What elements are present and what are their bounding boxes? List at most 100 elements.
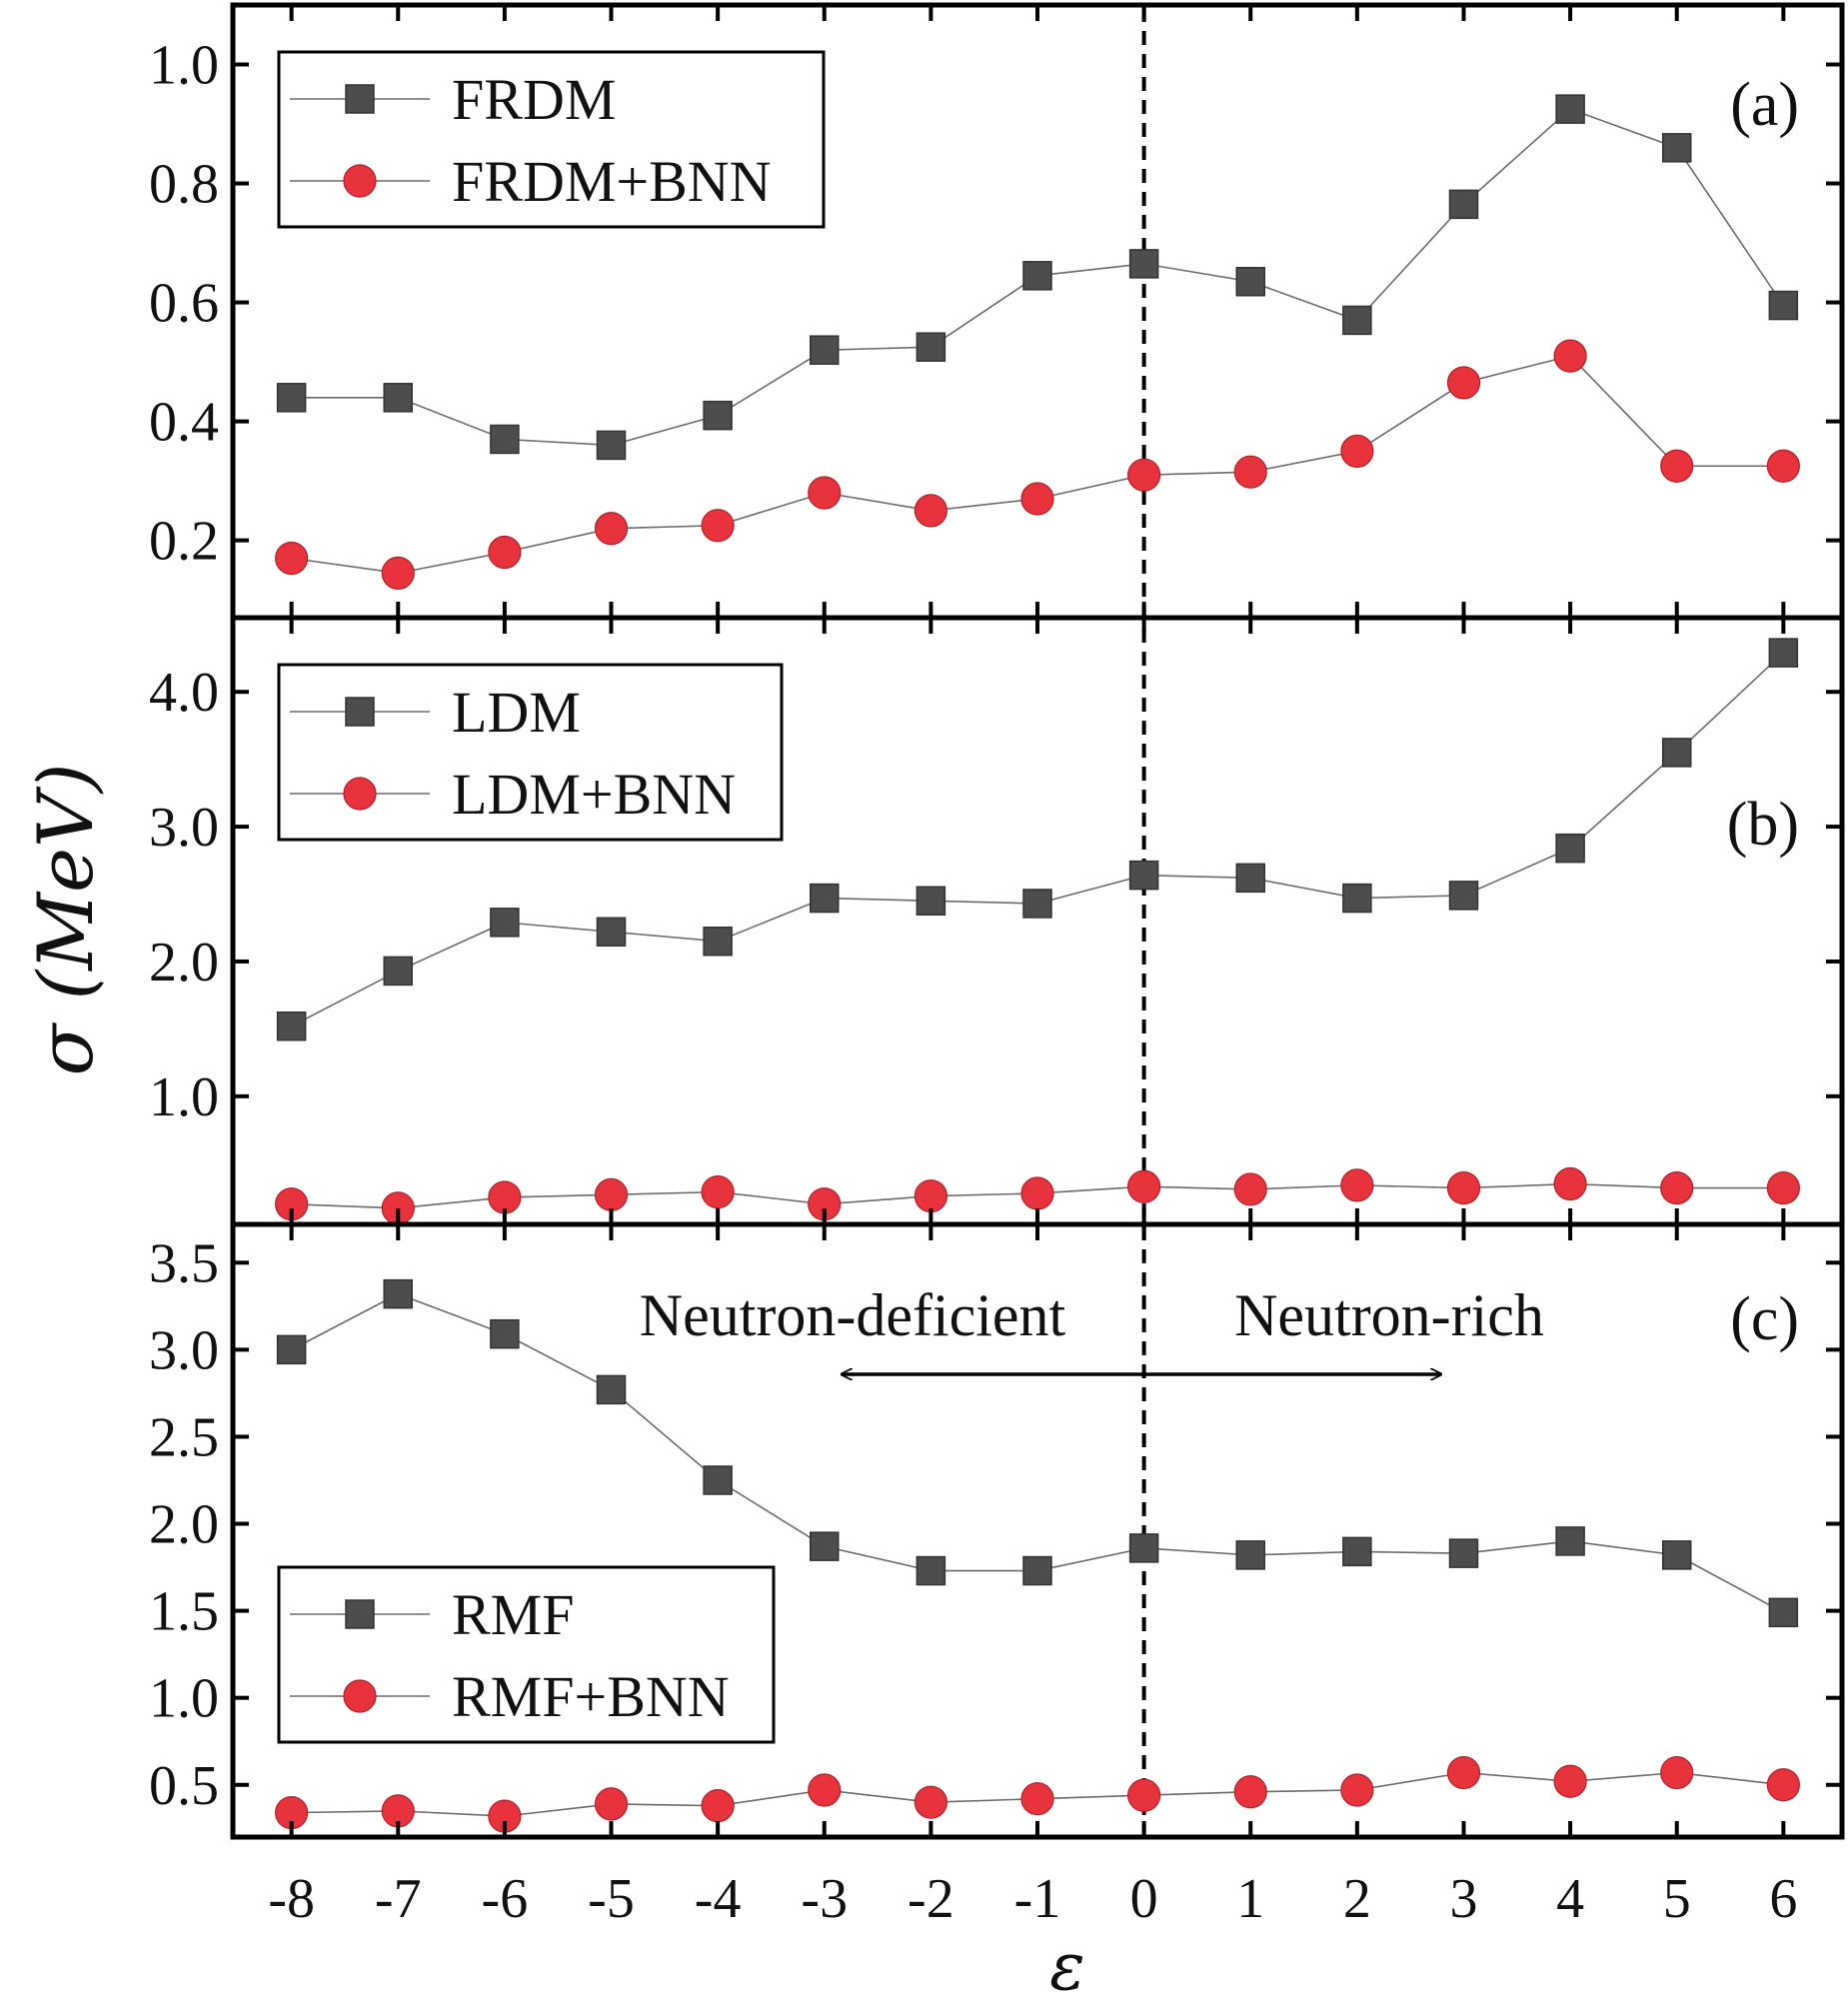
data-point-LDM xyxy=(1128,860,1159,891)
data-point-FRDM+BNN xyxy=(1553,339,1587,373)
y-axis-title: σ (MeV) xyxy=(21,763,110,1075)
y-tick-label: 2.0 xyxy=(149,1494,219,1556)
data-point-FRDM xyxy=(1128,249,1159,279)
data-point-RMF+BNN xyxy=(1766,1768,1800,1802)
x-axis-title: ε xyxy=(1049,1928,1084,1995)
data-point-FRDM xyxy=(276,383,307,413)
data-point-LDM+BNN xyxy=(1660,1170,1694,1205)
data-point-RMF+BNN xyxy=(1660,1755,1694,1790)
data-point-RMF xyxy=(810,1531,840,1561)
data-point-FRDM+BNN xyxy=(1127,458,1161,492)
y-tick-label: 3.0 xyxy=(149,1319,219,1381)
data-point-FRDM+BNN xyxy=(1446,366,1481,400)
legend-box xyxy=(277,663,784,842)
y-tick-label: 1.0 xyxy=(149,1066,219,1128)
legend-label: RMF xyxy=(452,1582,575,1647)
data-point-FRDM+BNN xyxy=(488,535,522,570)
data-point-LDM xyxy=(1022,889,1052,919)
data-point-RMF+BNN xyxy=(1340,1773,1374,1807)
data-point-LDM xyxy=(1661,738,1692,768)
data-point-RMF+BNN xyxy=(914,1785,947,1819)
x-tick-label: 6 xyxy=(1769,1868,1797,1930)
y-tick-label: 0.2 xyxy=(149,511,219,573)
data-point-FRDM xyxy=(1448,189,1479,220)
data-point-LDM+BNN xyxy=(701,1175,735,1209)
legend-marker xyxy=(343,1679,377,1713)
data-point-RMF+BNN xyxy=(701,1789,735,1823)
data-point-FRDM+BNN xyxy=(1766,449,1800,483)
data-point-RMF xyxy=(1022,1555,1052,1586)
data-point-FRDM xyxy=(1661,133,1692,163)
data-point-FRDM xyxy=(1022,261,1052,291)
y-tick-label: 1.0 xyxy=(149,1668,219,1730)
x-tick-label: -2 xyxy=(908,1868,954,1930)
legend-marker xyxy=(343,777,377,811)
data-point-FRDM xyxy=(810,335,840,365)
data-point-LDM xyxy=(916,886,946,917)
x-tick-label: 3 xyxy=(1449,1868,1477,1930)
data-point-FRDM+BNN xyxy=(381,556,415,590)
x-tick-label: 5 xyxy=(1663,1868,1691,1930)
data-point-LDM xyxy=(1555,833,1585,864)
data-point-RMF+BNN xyxy=(1446,1755,1481,1790)
data-point-RMF+BNN xyxy=(1553,1764,1587,1798)
y-tick-label: 0.4 xyxy=(149,392,219,454)
data-point-RMF+BNN xyxy=(1020,1782,1054,1816)
data-point-RMF xyxy=(703,1465,733,1495)
y-tick-label: 1.0 xyxy=(149,35,219,97)
data-point-FRDM+BNN xyxy=(1233,455,1267,489)
data-point-RMF+BNN xyxy=(594,1787,629,1821)
data-point-RMF xyxy=(1128,1533,1159,1563)
data-point-FRDM xyxy=(1235,266,1265,297)
data-point-RMF xyxy=(1768,1597,1799,1628)
y-tick-label: 3.5 xyxy=(149,1232,219,1294)
legend-marker xyxy=(345,84,375,114)
data-point-FRDM+BNN xyxy=(594,512,629,546)
data-point-FRDM+BNN xyxy=(275,541,309,576)
data-point-RMF xyxy=(1661,1540,1692,1570)
panel-label: (b) xyxy=(1727,791,1799,859)
legend-label: RMF+BNN xyxy=(452,1664,730,1729)
data-point-FRDM xyxy=(916,332,946,362)
data-point-RMF xyxy=(596,1374,627,1405)
y-tick-label: 0.5 xyxy=(149,1755,219,1817)
data-point-RMF xyxy=(1342,1536,1372,1567)
y-tick-label: 2.5 xyxy=(149,1406,219,1468)
data-point-FRDM xyxy=(596,430,627,461)
data-point-LDM xyxy=(383,956,414,987)
x-tick-label: -5 xyxy=(588,1868,635,1930)
data-point-FRDM xyxy=(1342,305,1372,336)
x-tick-label: 4 xyxy=(1556,1868,1584,1930)
data-point-LDM+BNN xyxy=(1127,1169,1161,1203)
x-tick-label: 2 xyxy=(1343,1868,1371,1930)
data-point-LDM+BNN xyxy=(914,1179,947,1213)
data-point-FRDM+BNN xyxy=(1020,482,1054,516)
data-point-FRDM+BNN xyxy=(808,476,842,510)
legend-marker xyxy=(343,164,377,198)
data-point-FRDM xyxy=(1768,290,1799,321)
x-tick-label: -3 xyxy=(801,1868,848,1930)
data-point-RMF xyxy=(276,1334,307,1365)
data-point-LDM+BNN xyxy=(1233,1172,1267,1206)
x-tick-label: -8 xyxy=(268,1868,315,1930)
data-point-RMF+BNN xyxy=(808,1773,842,1807)
legend-marker xyxy=(345,697,375,727)
y-tick-label: 2.0 xyxy=(149,932,219,994)
data-point-LDM xyxy=(596,917,627,948)
x-tick-label: -1 xyxy=(1014,1868,1061,1930)
data-point-FRDM+BNN xyxy=(914,494,947,528)
data-point-LDM+BNN xyxy=(1766,1170,1800,1205)
y-tick-label: 1.5 xyxy=(149,1581,219,1643)
data-point-FRDM+BNN xyxy=(1660,449,1694,483)
data-point-LDM xyxy=(703,926,733,957)
legend-label: LDM+BNN xyxy=(452,762,736,827)
data-point-RMF xyxy=(916,1555,946,1586)
legend-label: FRDM xyxy=(452,67,616,132)
data-point-LDM xyxy=(276,1010,307,1041)
data-point-LDM xyxy=(490,908,520,938)
data-point-RMF xyxy=(1235,1540,1265,1570)
x-tick-label: -6 xyxy=(482,1868,529,1930)
legend-label: LDM xyxy=(452,680,581,745)
data-point-RMF+BNN xyxy=(1127,1778,1161,1812)
